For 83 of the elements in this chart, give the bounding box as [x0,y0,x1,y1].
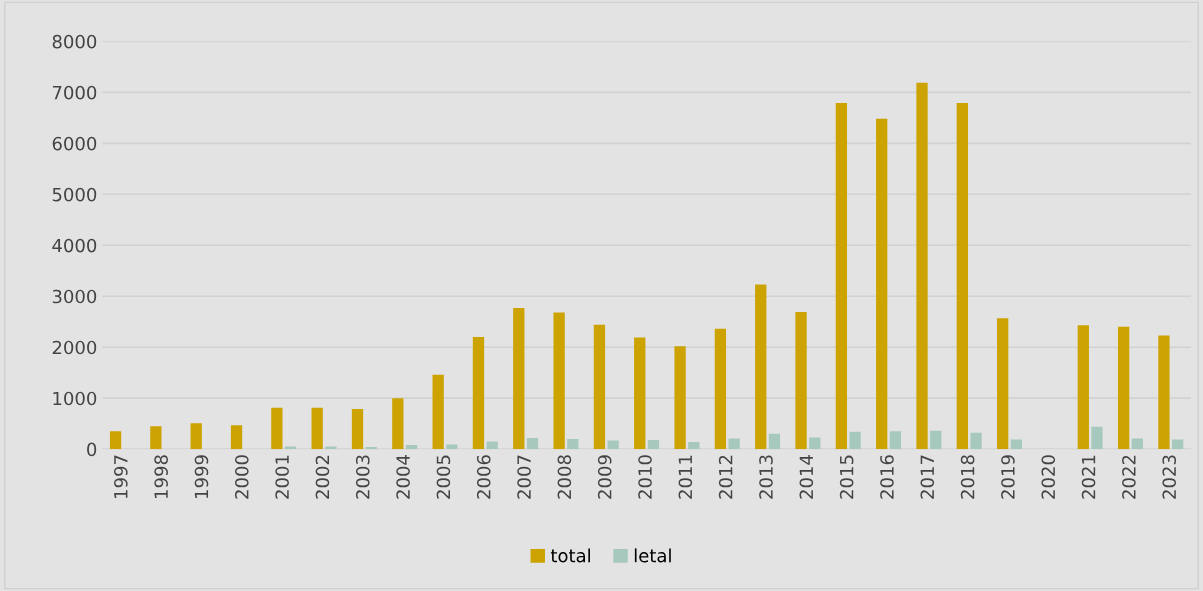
bar [486,441,498,450]
x-tick-label: 2022 [1122,455,1136,499]
bar [432,374,444,450]
bar [365,447,377,450]
bar [593,324,606,450]
bar [1010,439,1023,450]
x-tick-label: 2002 [315,455,330,499]
y-tick-label: 0 [87,442,97,457]
y-tick-label: 3000 [52,289,97,304]
bar [607,440,619,450]
x-tick-label: 2012 [718,455,733,499]
bar [150,426,162,450]
bar [1172,439,1184,450]
bar [688,442,700,450]
bar [809,437,821,450]
x-tick-label: 2014 [799,455,814,499]
x-tick-label: 2015 [839,455,854,499]
x-tick-label: 2013 [759,455,773,499]
bar [405,445,418,450]
y-tick-label: 8000 [52,34,97,49]
bar [755,284,767,450]
bar [889,431,902,450]
bar [916,82,928,450]
bar [956,103,968,450]
x-tick-label: 2001 [275,455,289,499]
x-tick-label: 2009 [597,455,612,499]
bar [674,346,686,450]
x-tick-label: 2017 [920,455,935,499]
x-tick-label: 2011 [678,455,693,499]
bar [849,431,861,450]
legend-label: total [550,548,590,563]
x-tick-label: 2007 [517,455,531,499]
bar [970,432,982,450]
bar [351,408,364,450]
x-tick-label: 2019 [1001,455,1015,499]
bar [109,431,122,450]
bar [472,337,485,450]
bar [795,312,807,450]
legend-label: letal [634,548,671,563]
bar [230,425,243,450]
bar [271,407,283,450]
bar [392,398,404,450]
bar [1158,335,1170,450]
y-tick-label: 4000 [52,238,97,253]
bar [835,103,848,450]
bar [876,118,888,450]
y-tick-label: 1000 [53,391,97,406]
x-tick-label: 2005 [436,455,451,499]
x-tick-label: 1999 [194,455,209,498]
x-tick-label: 2006 [476,455,491,499]
bar [1131,438,1143,450]
bar [553,312,565,450]
bar [634,337,646,450]
bar [190,423,202,450]
bar [567,438,579,450]
bar [930,430,942,450]
x-tick-label: 2018 [960,455,975,499]
x-tick-label: 2004 [396,455,410,499]
bar [997,318,1009,450]
y-tick-label: 5000 [52,187,97,202]
bar [768,433,781,450]
x-tick-label: 1997 [114,455,128,498]
x-tick-label: 1998 [154,455,168,498]
bar [526,437,539,450]
x-tick-label: 2021 [1081,455,1096,499]
y-tick-label: 6000 [52,136,97,151]
bar [311,407,323,450]
bar [728,438,740,450]
bar [1117,326,1130,450]
x-tick-label: 2000 [234,455,249,499]
bar [647,439,660,450]
y-tick-label: 7000 [52,85,97,100]
bar [513,307,525,450]
x-tick-label: 2023 [1162,455,1177,499]
x-tick-label: 2016 [880,455,894,499]
y-tick-label: 2000 [52,340,97,355]
bar [714,328,727,450]
x-tick-label: 2020 [1041,455,1056,499]
bar [1091,426,1103,450]
x-tick-label: 2010 [638,455,652,499]
bar [1077,325,1089,450]
x-tick-label: 2003 [355,455,370,499]
x-tick-label: 2008 [557,455,572,499]
